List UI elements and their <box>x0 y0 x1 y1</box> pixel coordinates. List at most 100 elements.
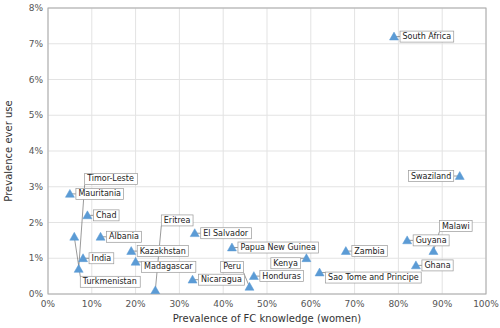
annotation-text: Malawi <box>442 222 470 231</box>
annotation-box <box>89 253 114 264</box>
annotation-text: Kazakhstan <box>140 247 186 256</box>
y-axis-label: Prevalence ever use <box>3 100 14 201</box>
markers <box>65 32 464 294</box>
y-grid-line <box>48 151 486 152</box>
annotation-text: Guyana <box>416 236 447 245</box>
y-tick-label: 4% <box>29 146 44 156</box>
annotation: Kazakhstan <box>137 246 188 257</box>
annotation-text: Honduras <box>262 272 301 281</box>
annotation-text: Peru <box>223 262 241 271</box>
x-tick-label: 90% <box>432 299 452 309</box>
point <box>245 282 254 290</box>
annotation-text: Chad <box>96 211 117 220</box>
annotation-text: Madagascar <box>144 262 193 271</box>
annotation: Kenya <box>271 258 301 269</box>
annotation-text: Swaziland <box>411 172 451 181</box>
point <box>190 229 199 237</box>
annotation-box <box>413 235 449 246</box>
point <box>131 257 140 265</box>
annotation: Peru <box>221 261 244 272</box>
point <box>429 247 438 255</box>
y-tick-label: 6% <box>29 75 44 85</box>
annotation-box <box>238 242 318 253</box>
x-tick-label: 10% <box>82 299 102 309</box>
annotation-box <box>85 173 138 184</box>
x-tick-label: 50% <box>257 299 277 309</box>
annotation-box <box>260 271 304 282</box>
y-grid-line <box>48 79 486 80</box>
annotation-text: El Salvador <box>203 229 249 238</box>
annotation-box <box>201 228 252 239</box>
annotation-box <box>76 188 124 199</box>
annotation-text: Kenya <box>273 259 298 268</box>
y-tick-label: 5% <box>29 110 44 120</box>
annotation: Chad <box>93 210 119 221</box>
annotation-box <box>93 210 119 221</box>
annotation-box <box>422 260 453 271</box>
x-tick-label: 30% <box>169 299 189 309</box>
point <box>227 243 236 251</box>
x-tick-label: 40% <box>213 299 233 309</box>
annotation-text: Timor-Leste <box>86 174 134 183</box>
annotation-box <box>80 276 140 287</box>
annotation-box <box>221 261 244 272</box>
x-axis-label: Prevalence of FC knowledge (women) <box>173 313 362 324</box>
annotation-box <box>137 246 188 257</box>
point <box>390 32 399 40</box>
point <box>74 264 83 272</box>
annotation: India <box>89 253 114 264</box>
annotation-text: Sao Tome and Principe <box>328 273 419 282</box>
annotation-text: Nicaragua <box>201 275 242 284</box>
point <box>302 254 311 262</box>
annotation: Honduras <box>260 271 304 282</box>
annotations: Mauritania Chad Turkmenistan Albania India Ti… <box>76 31 472 287</box>
annotation-text: Papua New Guinea <box>240 243 315 252</box>
annotation: Timor-Leste <box>85 173 138 184</box>
point <box>188 275 197 283</box>
annotation-box <box>142 261 196 272</box>
y-tick-label: 7% <box>29 39 44 49</box>
y-tick-label: 3% <box>29 182 44 192</box>
annotation: Albania <box>107 231 142 242</box>
leader-line <box>155 226 161 290</box>
y-grid-line <box>48 222 486 223</box>
x-tick-label: 70% <box>345 299 365 309</box>
annotation-box <box>161 215 193 226</box>
point <box>79 254 88 262</box>
point <box>315 268 324 276</box>
annotation-text: Turkmenistan <box>82 277 137 286</box>
point <box>341 247 350 255</box>
point <box>65 189 74 197</box>
annotation: El Salvador <box>201 228 252 239</box>
point <box>83 211 92 219</box>
point <box>70 232 79 240</box>
annotation: South Africa <box>400 31 454 42</box>
axes: 0%10%20%30%40%50%60%70%80%90%100%0%1%2%3… <box>3 3 499 324</box>
plot-frame <box>48 8 486 294</box>
x-tick-label: 0% <box>41 299 56 309</box>
annotation-box <box>439 221 472 232</box>
annotation-text: Mauritania <box>78 189 121 198</box>
x-tick-label: 60% <box>301 299 321 309</box>
y-grid-line <box>48 115 486 116</box>
point <box>151 286 160 294</box>
annotation-text: Zambia <box>354 247 384 256</box>
x-tick-label: 100% <box>473 299 499 309</box>
x-tick-label: 20% <box>126 299 146 309</box>
annotation-text: Eritrea <box>164 216 191 225</box>
annotation-text: Ghana <box>424 261 450 270</box>
annotation: Mauritania <box>76 188 124 199</box>
annotation: Zambia <box>352 246 387 257</box>
annotation: Madagascar <box>142 261 196 272</box>
annotation-box <box>271 258 301 269</box>
annotation-text: India <box>92 254 112 263</box>
y-tick-label: 0% <box>29 289 44 299</box>
point <box>455 172 464 180</box>
leader-lines <box>70 37 460 291</box>
x-tick-label: 80% <box>388 299 408 309</box>
annotation-box <box>409 171 454 182</box>
y-tick-label: 2% <box>29 218 44 228</box>
annotation-box <box>107 231 142 242</box>
point <box>249 272 258 280</box>
annotation: Malawi <box>439 221 472 232</box>
